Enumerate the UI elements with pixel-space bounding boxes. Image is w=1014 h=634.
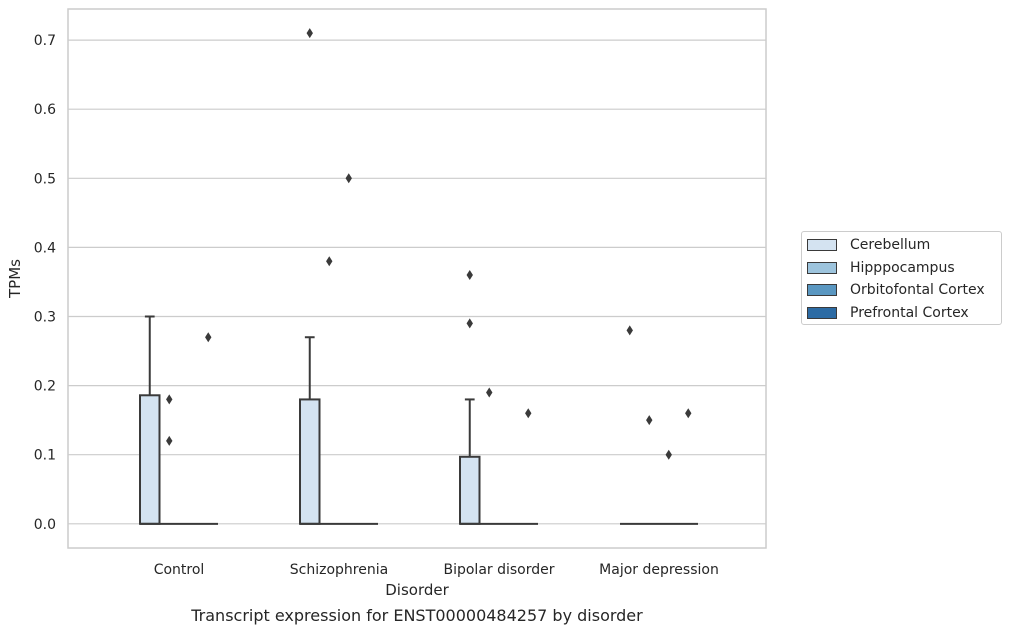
outlier-point: [646, 415, 653, 426]
x-tick-label: Control: [154, 562, 205, 578]
outlier-point: [525, 408, 532, 419]
x-tick-label: Bipolar disorder: [443, 562, 554, 578]
outlier-point: [466, 318, 473, 329]
outlier-point: [205, 332, 212, 343]
outlier-point: [685, 408, 692, 419]
box: [139, 394, 161, 525]
x-tick-label: Major depression: [599, 562, 719, 578]
legend: Cerebellum Hipppocampus Orbitofontal Corte…: [801, 231, 1002, 325]
legend-item: Prefrontal Cortex: [807, 304, 969, 322]
chart-caption: Transcript expression for ENST0000048425…: [191, 606, 643, 625]
legend-swatch: [807, 284, 837, 297]
y-tick-label: 0.7: [34, 33, 56, 49]
outlier-point: [345, 173, 352, 184]
outlier-point: [166, 394, 173, 405]
legend-item: Cerebellum: [807, 236, 930, 254]
legend-item: Orbitofontal Cortex: [807, 281, 985, 299]
y-tick-label: 0.1: [34, 448, 56, 464]
y-tick-label: 0.6: [34, 102, 56, 118]
y-tick-label: 0.0: [34, 517, 56, 533]
outlier-point: [326, 256, 333, 267]
outlier-point: [486, 387, 493, 398]
legend-label: Hipppocampus: [850, 259, 955, 276]
plot-marks: [139, 28, 698, 525]
y-tick-labels: 0.0 0.1 0.2 0.3 0.4 0.5 0.6 0.7: [34, 33, 56, 533]
y-tick-label: 0.3: [34, 310, 56, 326]
grid-lines: [68, 39, 766, 525]
outlier-point: [665, 449, 672, 460]
y-axis-label: TPMs: [6, 259, 24, 299]
legend-swatch: [807, 261, 837, 274]
outlier-point: [626, 325, 633, 336]
legend-label: Orbitofontal Cortex: [850, 282, 985, 299]
plot-frame: [67, 8, 767, 549]
legend-label: Prefrontal Cortex: [850, 305, 969, 322]
x-tick-labels: Control Schizophrenia Bipolar disorder Majo…: [154, 562, 719, 578]
legend-label: Cerebellum: [850, 237, 931, 253]
outlier-point: [306, 28, 313, 39]
x-tick-label: Schizophrenia: [290, 562, 388, 578]
y-tick-label: 0.4: [34, 240, 56, 256]
x-axis-label: Disorder: [385, 581, 449, 599]
box: [459, 455, 481, 525]
outlier-point: [466, 270, 473, 281]
legend-swatch: [807, 307, 837, 320]
legend-swatch: [807, 239, 837, 251]
outlier-point: [166, 435, 173, 446]
box: [299, 398, 321, 525]
legend-item: Hipppocampus: [807, 259, 955, 277]
y-tick-label: 0.5: [34, 171, 56, 187]
y-tick-label: 0.2: [34, 379, 56, 395]
